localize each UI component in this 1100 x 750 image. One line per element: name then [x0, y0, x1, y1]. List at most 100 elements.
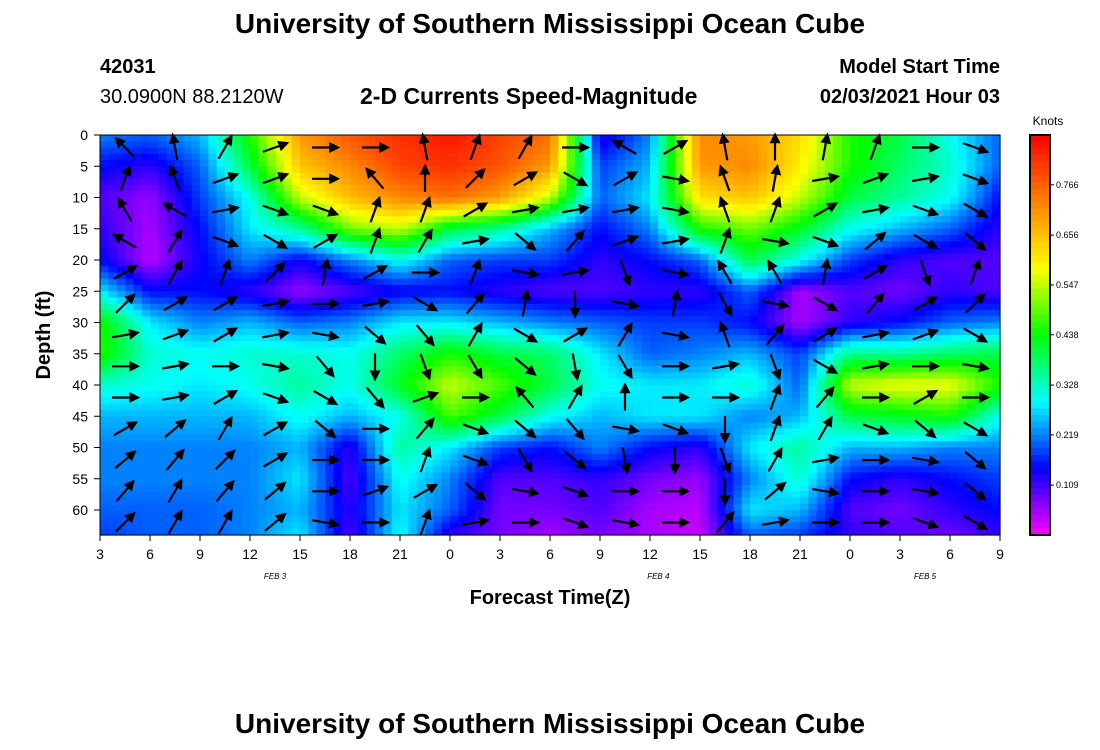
heatmap-cell — [250, 278, 259, 286]
heatmap-cell — [500, 172, 509, 180]
heatmap-cell — [316, 385, 326, 392]
heatmap-cell — [350, 310, 359, 317]
heatmap-cell — [108, 328, 118, 336]
heatmap-cell — [600, 341, 609, 349]
heatmap-cell — [175, 403, 184, 411]
heatmap-cell — [875, 197, 884, 205]
heatmap-cell — [591, 335, 601, 342]
heatmap-cell — [200, 222, 209, 230]
heatmap-cell — [883, 316, 893, 324]
heatmap-cell — [166, 285, 176, 292]
heatmap-cell — [258, 397, 268, 405]
heatmap-cell — [591, 403, 601, 411]
heatmap-cell — [408, 135, 418, 142]
heatmap-cell — [458, 260, 468, 267]
heatmap-cell — [566, 160, 576, 167]
heatmap-cell — [475, 216, 484, 224]
heatmap-cell — [400, 235, 409, 242]
heatmap-cell — [891, 303, 901, 311]
heatmap-cell — [633, 322, 643, 330]
heatmap-cell — [225, 222, 234, 230]
heatmap-cell — [891, 172, 901, 180]
heatmap-cell — [658, 260, 668, 267]
heatmap-cell — [558, 416, 568, 424]
heatmap-cell — [466, 378, 476, 386]
heatmap-cell — [291, 335, 301, 342]
heatmap-cell — [666, 185, 676, 192]
heatmap-cell — [891, 397, 901, 405]
heatmap-cell — [850, 347, 859, 355]
heatmap-cell — [483, 235, 493, 242]
heatmap-cell — [758, 360, 768, 367]
heatmap-cell — [458, 266, 468, 274]
heatmap-cell — [591, 166, 601, 174]
heatmap-cell — [716, 235, 726, 242]
heatmap-cell — [516, 147, 526, 155]
heatmap-cell — [608, 253, 618, 261]
heatmap-cell — [558, 328, 568, 336]
heatmap-cell — [758, 372, 768, 380]
heatmap-cell — [283, 147, 293, 155]
heatmap-cell — [466, 347, 476, 355]
heatmap-cell — [850, 353, 859, 361]
heatmap-cell — [266, 197, 276, 205]
heatmap-cell — [441, 378, 451, 386]
heatmap-cell — [358, 385, 368, 392]
heatmap-cell — [100, 347, 109, 355]
heatmap-cell — [983, 297, 993, 305]
heatmap-cell — [308, 191, 318, 199]
heatmap-cell — [666, 360, 676, 367]
heatmap-cell — [108, 260, 118, 267]
heatmap-cell — [358, 191, 368, 199]
heatmap-cell — [241, 203, 251, 211]
heatmap-cell — [716, 385, 726, 392]
heatmap-cell — [450, 228, 459, 236]
heatmap-cell — [616, 235, 626, 242]
heatmap-cell — [300, 141, 309, 149]
heatmap-cell — [941, 360, 951, 367]
heatmap-cell — [991, 303, 1001, 311]
heatmap-cell — [800, 366, 809, 374]
heatmap-cell — [816, 353, 826, 361]
heatmap-cell — [775, 228, 784, 236]
heatmap-cell — [350, 303, 359, 311]
heatmap-cell — [691, 291, 701, 299]
heatmap-cell — [458, 303, 468, 311]
heatmap-cell — [783, 360, 793, 367]
heatmap-cell — [450, 203, 459, 211]
heatmap-cell — [491, 235, 501, 242]
heatmap-cell — [916, 266, 926, 274]
heatmap-cell — [908, 310, 918, 317]
heatmap-cell — [108, 278, 118, 286]
heatmap-cell — [633, 197, 643, 205]
heatmap-cell — [641, 266, 651, 274]
heatmap-cell — [366, 153, 376, 161]
heatmap-cell — [791, 153, 801, 161]
heatmap-cell — [650, 372, 659, 380]
heatmap-cell — [191, 391, 201, 399]
heatmap-cell — [850, 303, 859, 311]
heatmap-cell — [875, 385, 884, 392]
heatmap-cell — [725, 172, 734, 180]
heatmap-cell — [791, 372, 801, 380]
heatmap-cell — [816, 260, 826, 267]
heatmap-cell — [433, 385, 443, 392]
heatmap-cell — [150, 185, 159, 192]
heatmap-cell — [733, 210, 743, 217]
heatmap-cell — [991, 216, 1001, 224]
heatmap-cell — [500, 372, 509, 380]
heatmap-cell — [900, 328, 909, 336]
heatmap-cell — [775, 135, 784, 142]
heatmap-cell — [775, 147, 784, 155]
heatmap-cell — [191, 310, 201, 317]
heatmap-cell — [341, 310, 351, 317]
heatmap-cell — [691, 210, 701, 217]
heatmap-cell — [425, 403, 434, 411]
heatmap-cell — [400, 378, 409, 386]
heatmap-cell — [158, 241, 168, 249]
heatmap-cell — [258, 135, 268, 142]
heatmap-cell — [308, 291, 318, 299]
heatmap-cell — [633, 366, 643, 374]
heatmap-cell — [408, 203, 418, 211]
heatmap-cell — [808, 222, 818, 230]
